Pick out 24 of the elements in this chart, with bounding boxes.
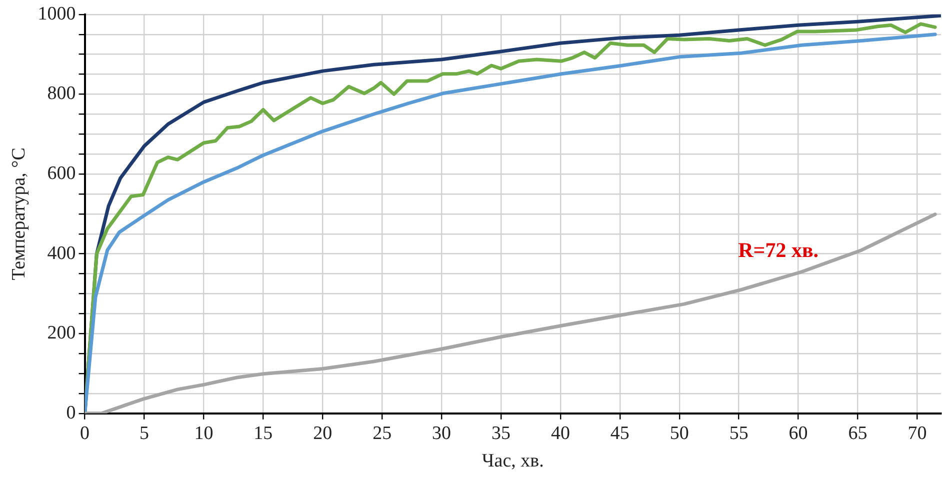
annotation: R=72 хв. <box>738 238 819 262</box>
y-tick-label: 600 <box>47 162 76 184</box>
x-tick-label: 25 <box>372 422 392 444</box>
y-tick-label: 200 <box>47 322 76 344</box>
x-tick-label: 50 <box>670 422 689 444</box>
x-tick-label: 45 <box>610 422 630 444</box>
x-tick-label: 20 <box>313 422 332 444</box>
x-tick-label: 70 <box>908 422 927 444</box>
y-tick-label: 400 <box>47 242 76 264</box>
x-tick-label: 5 <box>140 422 150 444</box>
x-axis-title: Час, хв. <box>482 450 544 472</box>
x-tick-label: 15 <box>254 422 273 444</box>
x-tick-label: 0 <box>80 422 90 444</box>
x-tick-label: 65 <box>848 422 868 444</box>
x-tick-label: 35 <box>492 422 511 444</box>
x-tick-label: 60 <box>788 422 808 444</box>
x-tick-label: 40 <box>550 422 570 444</box>
y-tick-label: 1000 <box>38 3 76 24</box>
y-tick-label: 800 <box>47 83 76 104</box>
x-tick-label: 55 <box>729 422 748 444</box>
x-tick-label: 30 <box>432 422 452 444</box>
x-tick-label: 10 <box>194 422 214 444</box>
y-tick-label: 0 <box>66 402 76 424</box>
y-axis-title: Температура, °С <box>8 148 30 280</box>
